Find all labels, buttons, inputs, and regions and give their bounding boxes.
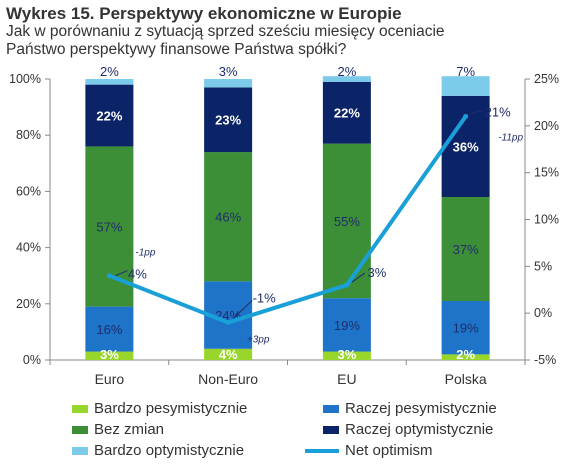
bar-segment-bardzo-pesymistycznie bbox=[441, 354, 490, 360]
bar-value-label-bardzo-optymistycznie: 3% bbox=[219, 64, 238, 79]
bar-value-label-bez-zmian: 37% bbox=[453, 242, 479, 257]
bar-value-label-bardzo-optymistycznie: 2% bbox=[100, 64, 119, 79]
legend-item-raczej-optymistycznie: Raczej optymistycznie bbox=[323, 419, 493, 440]
bar-segment-raczej-optymistycznie bbox=[204, 87, 253, 153]
bar-segment-bardzo-optymistycznie bbox=[204, 79, 253, 88]
bar-segment-bez-zmian bbox=[441, 197, 490, 301]
bar-segment-raczej-optymistycznie bbox=[85, 84, 134, 147]
net-optimism-line bbox=[107, 114, 468, 325]
legend-swatch-bardzo-pesymistycznie bbox=[72, 404, 88, 413]
bar-value-label-raczej-optymistycznie: 22% bbox=[334, 106, 360, 121]
bar-value-label-raczej-pesymistycznie: 19% bbox=[453, 321, 479, 336]
bar-segment-raczej-pesymistycznie bbox=[441, 300, 490, 355]
net-optimism-value-label: -1% bbox=[253, 291, 277, 306]
stacked-bar-chart: 0% 20% 40% 60% 80% 100% -5% 0% 5% 10% 15% 20% 25% Eur… bbox=[9, 64, 559, 387]
legend-swatch-bez-zmian bbox=[72, 425, 88, 434]
chart-subtitle: Jak w porównaniu z sytuacją sprzed sześc… bbox=[6, 23, 445, 58]
bar-value-label-bardzo-pesymistycznie: 3% bbox=[337, 347, 356, 362]
net-optimism-change-label: +3pp bbox=[247, 335, 270, 346]
net-optimism-point bbox=[463, 113, 469, 119]
net-optimism-value-label: 3% bbox=[367, 265, 386, 280]
legend-line-net-optimism bbox=[305, 448, 339, 453]
right-tick-label: 25% bbox=[534, 72, 559, 86]
bar-value-label-raczej-pesymistycznie: 19% bbox=[334, 318, 360, 333]
right-tick-label: 10% bbox=[534, 213, 559, 227]
bar-value-label-bardzo-pesymistycznie: 4% bbox=[219, 347, 238, 362]
bar-segment-bardzo-optymistycznie bbox=[85, 79, 134, 85]
bar-segment-bardzo-optymistycznie bbox=[441, 76, 490, 96]
net-optimism-point bbox=[225, 320, 231, 326]
net-optimism-value-label: 21% bbox=[485, 104, 511, 119]
bar-value-label-raczej-optymistycznie: 22% bbox=[96, 109, 122, 124]
legend-item-net-optimism: Net optimism bbox=[305, 440, 433, 461]
bar-segment-raczej-optymistycznie bbox=[441, 95, 490, 198]
legend-label-raczej-pesymistycznie: Raczej pesymistycznie bbox=[345, 400, 497, 417]
bar-value-label-bardzo-pesymistycznie: 2% bbox=[456, 347, 475, 362]
chart-title: Wykres 15. Perspektywy ekonomiczne w Eur… bbox=[6, 4, 402, 23]
bar-value-label-bardzo-optymistycznie: 7% bbox=[456, 64, 475, 79]
net-optimism-change-label: -11pp bbox=[498, 132, 523, 143]
category-label: Non-Euro bbox=[198, 371, 258, 387]
net-optimism-point bbox=[106, 273, 112, 279]
bar-value-label-bez-zmian: 57% bbox=[96, 220, 122, 235]
right-tick-label: 15% bbox=[534, 166, 559, 180]
net-optimism-leader bbox=[232, 300, 253, 319]
net-optimism-leader bbox=[115, 270, 128, 277]
legend-label-raczej-optymistycznie: Raczej optymistycznie bbox=[345, 421, 494, 438]
bar-value-label-raczej-optymistycznie: 36% bbox=[453, 139, 479, 154]
left-tick-label: 60% bbox=[16, 184, 41, 198]
bar-segment-bardzo-optymistycznie bbox=[322, 76, 371, 82]
right-tick-label: -5% bbox=[534, 353, 556, 367]
net-optimism-leader bbox=[351, 272, 366, 283]
bar-segment-bardzo-pesymistycznie bbox=[85, 351, 134, 360]
bar-segment-raczej-pesymistycznie bbox=[85, 306, 134, 352]
left-tick-label: 20% bbox=[16, 297, 41, 311]
net-optimism-leader bbox=[470, 109, 484, 114]
bar-value-label-bez-zmian: 55% bbox=[334, 214, 360, 229]
bar-segment-raczej-optymistycznie bbox=[322, 81, 371, 144]
legend-label-net-optimism: Net optimism bbox=[345, 442, 433, 459]
bar-segment-bez-zmian bbox=[204, 152, 253, 282]
left-tick-label: 40% bbox=[16, 241, 41, 255]
legend-item-bez-zmian: Bez zmian bbox=[72, 419, 164, 440]
legend-label-bez-zmian: Bez zmian bbox=[94, 421, 165, 438]
bar-value-label-bardzo-pesymistycznie: 3% bbox=[100, 347, 119, 362]
net-optimism-change-label: -1pp bbox=[135, 248, 155, 259]
legend-swatch-bardzo-optymistycznie bbox=[72, 446, 88, 455]
bar-segment-bardzo-pesymistycznie bbox=[204, 348, 253, 360]
legend-swatch-raczej-optymistycznie bbox=[323, 425, 339, 434]
bar-value-label-bez-zmian: 46% bbox=[215, 210, 241, 225]
bar-segment-raczej-pesymistycznie bbox=[322, 298, 371, 352]
bar-segment-bez-zmian bbox=[322, 143, 371, 299]
right-tick-label: 20% bbox=[534, 119, 559, 133]
legend-item-bardzo-optymistycznie: Bardzo optymistycznie bbox=[72, 440, 244, 461]
legend-swatch-raczej-pesymistycznie bbox=[323, 404, 339, 413]
category-label: EU bbox=[337, 371, 356, 387]
category-label: Euro bbox=[95, 371, 125, 387]
legend-item-bardzo-pesymistycznie: Bardzo pesymistycznie bbox=[72, 398, 247, 419]
bar-value-label-raczej-optymistycznie: 23% bbox=[215, 113, 241, 128]
bar-value-label-raczej-pesymistycznie: 16% bbox=[96, 322, 122, 337]
left-tick-label: 100% bbox=[9, 72, 41, 86]
right-tick-label: 5% bbox=[534, 259, 552, 273]
left-tick-label: 0% bbox=[23, 353, 41, 367]
right-tick-label: 0% bbox=[534, 306, 552, 320]
category-label: Polska bbox=[445, 371, 487, 387]
net-optimism-value-label: 4% bbox=[128, 267, 147, 282]
legend-label-bardzo-optymistycznie: Bardzo optymistycznie bbox=[94, 442, 245, 459]
legend-item-raczej-pesymistycznie: Raczej pesymistycznie bbox=[323, 398, 497, 419]
legend-label-bardzo-pesymistycznie: Bardzo pesymistycznie bbox=[94, 400, 248, 417]
chart-legend: Bardzo pesymistycznie Raczej pesymistycz… bbox=[72, 398, 572, 464]
left-tick-label: 80% bbox=[16, 128, 41, 142]
net-optimism-point bbox=[344, 282, 350, 288]
bar-value-label-bardzo-optymistycznie: 2% bbox=[337, 64, 356, 79]
bar-segment-bardzo-pesymistycznie bbox=[322, 351, 371, 360]
